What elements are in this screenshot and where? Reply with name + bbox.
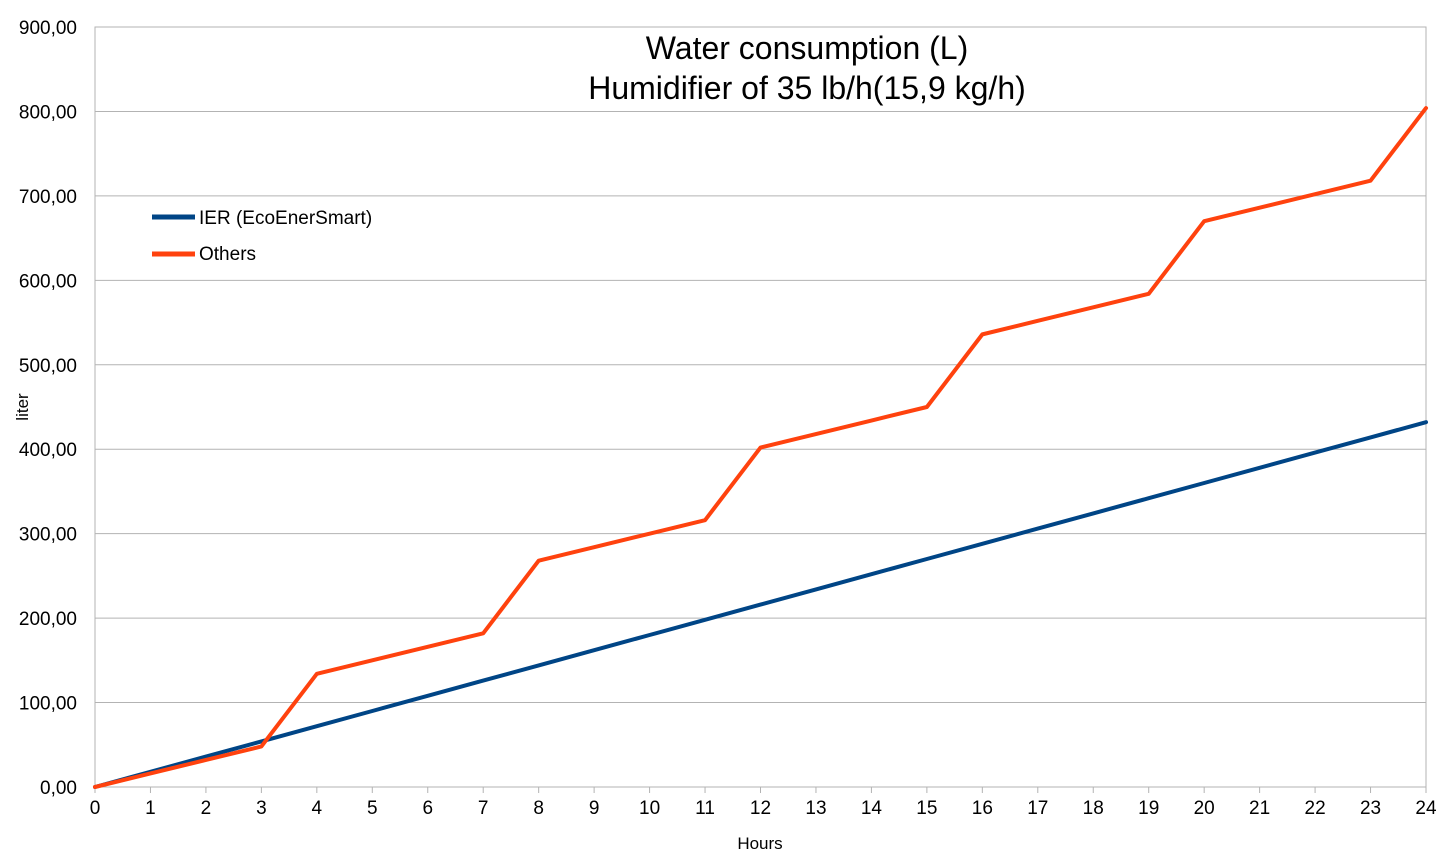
y-tick-label: 0,00: [40, 778, 77, 799]
x-tick-label: 24: [1415, 798, 1437, 819]
x-tick-label: 20: [1194, 798, 1215, 819]
x-tick-label: 2: [201, 798, 212, 819]
y-tick-label: 200,00: [19, 609, 77, 630]
x-tick-label: 9: [589, 798, 600, 819]
x-tick-label: 21: [1249, 798, 1270, 819]
x-tick-label: 3: [256, 798, 267, 819]
x-tick-label: 19: [1138, 798, 1159, 819]
x-tick-label: 13: [805, 798, 826, 819]
series-line-others: [93, 106, 1428, 789]
y-tick-label: 300,00: [19, 525, 77, 546]
x-tick-label: 1: [145, 798, 156, 819]
y-axis-title: liter: [13, 393, 32, 421]
x-tick-label: 4: [312, 798, 323, 819]
x-tick-label: 10: [639, 798, 660, 819]
x-tick-label: 15: [916, 798, 937, 819]
x-tick-label: 5: [367, 798, 378, 819]
x-axis-title: Hours: [737, 834, 782, 853]
x-tick-label: 11: [695, 798, 715, 819]
x-tick-label: 23: [1360, 798, 1381, 819]
x-tick-labels: 0 1 2 3 4 5 6 7 8 9 10 11 12 13 14 15 16 17 18 19 20 21 22 23 24: [90, 798, 1437, 819]
y-tick-label: 100,00: [19, 694, 77, 715]
y-tick-label: 600,00: [19, 271, 77, 292]
chart-title-line-2: Humidifier of 35 lb/h(15,9 kg/h): [588, 70, 1026, 106]
legend: IER (EcoEnerSmart) Others: [152, 208, 372, 265]
y-tick-label: 900,00: [19, 18, 77, 39]
x-tick-label: 8: [533, 798, 544, 819]
axes: [94, 786, 1427, 793]
chart-title-line-1: Water consumption (L): [646, 30, 968, 66]
y-tick-label: 800,00: [19, 102, 77, 123]
x-tick-label: 17: [1027, 798, 1048, 819]
x-tick-label: 6: [422, 798, 433, 819]
x-tick-label: 16: [972, 798, 993, 819]
series-lines: [93, 106, 1428, 789]
x-tick-label: 7: [478, 798, 489, 819]
y-tick-label: 400,00: [19, 440, 77, 461]
y-tick-label: 700,00: [19, 187, 77, 208]
x-tick-label: 18: [1083, 798, 1104, 819]
x-tick-label: 0: [90, 798, 101, 819]
gridlines: [95, 26, 1426, 788]
y-tick-label: 500,00: [19, 356, 77, 377]
x-tick-label: 12: [750, 798, 771, 819]
x-tick-label: 14: [861, 798, 883, 819]
legend-label-others: Others: [199, 244, 256, 265]
x-tick-label: 22: [1305, 798, 1326, 819]
y-tick-labels: 0,00 100,00 200,00 300,00 400,00 500,00 600,00…: [19, 18, 77, 799]
series-line-ier: [93, 420, 1428, 789]
legend-label-ier: IER (EcoEnerSmart): [199, 208, 372, 229]
plot-area-frame: [94, 26, 1427, 788]
